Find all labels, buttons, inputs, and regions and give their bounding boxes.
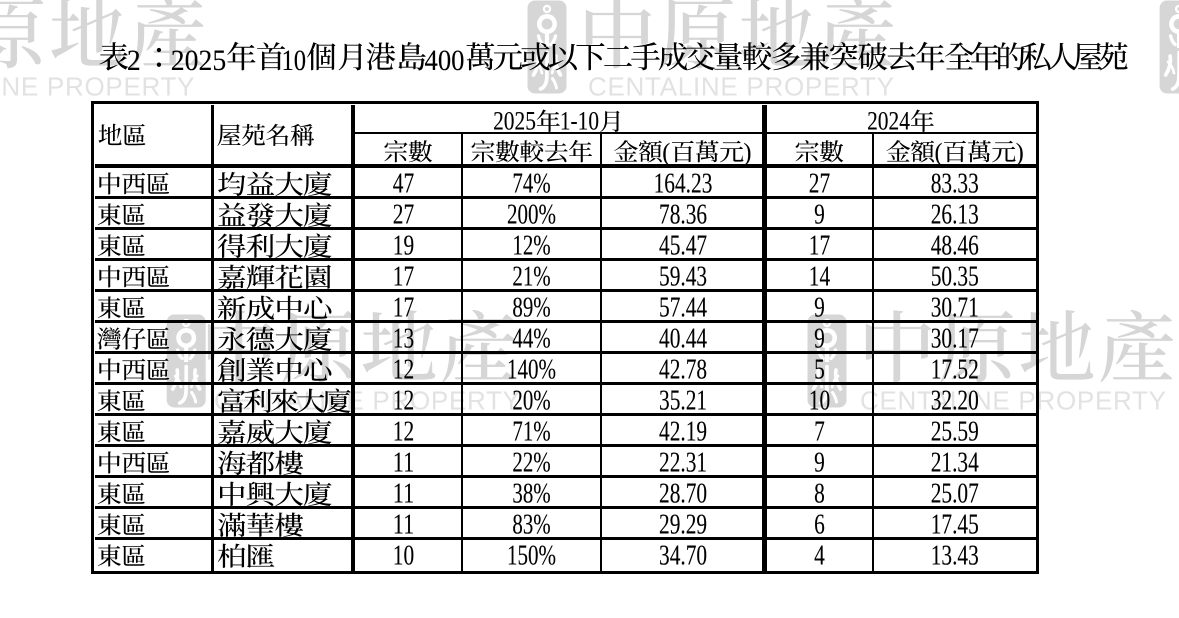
svg-text:200%: 200% [507, 199, 556, 230]
svg-text:13.43: 13.43 [931, 540, 979, 571]
svg-text:164.23: 164.23 [654, 168, 713, 199]
svg-text:30.17: 30.17 [931, 323, 979, 354]
svg-text:11: 11 [393, 447, 414, 478]
svg-text:59.43: 59.43 [659, 261, 707, 292]
svg-text:21%: 21% [512, 261, 550, 292]
svg-text:83.33: 83.33 [931, 168, 979, 199]
svg-text:10: 10 [809, 385, 830, 416]
svg-text:42.78: 42.78 [659, 354, 707, 385]
svg-text:1-10: 1-10 [560, 106, 599, 135]
svg-text:22.31: 22.31 [659, 447, 707, 478]
svg-text:2025: 2025 [171, 45, 226, 77]
svg-text:89%: 89% [512, 292, 550, 323]
svg-text:7: 7 [814, 416, 825, 447]
svg-text:47: 47 [393, 168, 414, 199]
svg-text:44%: 44% [512, 323, 550, 354]
svg-text:9: 9 [814, 323, 825, 354]
svg-text:4: 4 [814, 540, 825, 571]
svg-text:32.20: 32.20 [931, 385, 979, 416]
svg-text:71%: 71% [512, 416, 550, 447]
svg-text:26.13: 26.13 [931, 199, 979, 230]
svg-text:9: 9 [814, 292, 825, 323]
svg-text:11: 11 [393, 509, 414, 540]
svg-text:17.45: 17.45 [931, 509, 979, 540]
svg-text:2: 2 [127, 45, 141, 77]
svg-text:25.59: 25.59 [931, 416, 979, 447]
svg-text:6: 6 [814, 509, 825, 540]
svg-text:28.70: 28.70 [659, 478, 707, 509]
svg-text:10: 10 [393, 540, 414, 571]
svg-text:400: 400 [425, 45, 465, 77]
svg-text:78.36: 78.36 [659, 199, 707, 230]
svg-text:17.52: 17.52 [931, 354, 979, 385]
svg-text:17: 17 [393, 292, 414, 323]
svg-text:12%: 12% [512, 230, 550, 261]
svg-text:12: 12 [393, 416, 414, 447]
svg-text:9: 9 [814, 447, 825, 478]
svg-text:40.44: 40.44 [659, 323, 707, 354]
svg-text:(: ( [662, 139, 670, 166]
svg-text:19: 19 [393, 230, 414, 261]
svg-text:83%: 83% [512, 509, 550, 540]
svg-text:21.34: 21.34 [931, 447, 979, 478]
svg-text:17: 17 [809, 230, 830, 261]
svg-text:12: 12 [393, 385, 414, 416]
svg-text:35.21: 35.21 [659, 385, 707, 416]
svg-text:140%: 140% [507, 354, 556, 385]
svg-text:): ) [1016, 139, 1024, 166]
svg-text:2024: 2024 [867, 106, 910, 135]
svg-text:27: 27 [809, 168, 830, 199]
svg-text:14: 14 [809, 261, 830, 292]
svg-text:150%: 150% [507, 540, 556, 571]
svg-text:CENTALINE PROPERTY: CENTALINE PROPERTY [588, 72, 894, 102]
svg-text:10: 10 [282, 45, 307, 77]
svg-text:CENTALINE PROPERTY: CENTALINE PROPERTY [0, 72, 195, 102]
svg-text:27: 27 [393, 199, 414, 230]
svg-text:9: 9 [814, 199, 825, 230]
svg-text:50.35: 50.35 [931, 261, 979, 292]
svg-text:5: 5 [814, 354, 825, 385]
svg-text:45.47: 45.47 [659, 230, 707, 261]
svg-text:2025: 2025 [493, 106, 536, 135]
svg-text:11: 11 [393, 478, 414, 509]
svg-text:12: 12 [393, 354, 414, 385]
svg-text:57.44: 57.44 [659, 292, 707, 323]
svg-text:22%: 22% [512, 447, 550, 478]
svg-text:74%: 74% [512, 168, 550, 199]
svg-text:48.46: 48.46 [931, 230, 979, 261]
svg-text:CENTALINE PROPERTY: CENTALINE PROPERTY [860, 386, 1166, 416]
svg-text:38%: 38% [512, 478, 550, 509]
svg-text:25.07: 25.07 [931, 478, 979, 509]
svg-text:8: 8 [814, 478, 825, 509]
svg-text:34.70: 34.70 [659, 540, 707, 571]
svg-text:42.19: 42.19 [659, 416, 707, 447]
svg-text:29.29: 29.29 [659, 509, 707, 540]
svg-text:13: 13 [393, 323, 414, 354]
svg-text:17: 17 [393, 261, 414, 292]
svg-text:(: ( [935, 139, 943, 166]
svg-text:): ) [744, 139, 752, 166]
svg-text:30.71: 30.71 [931, 292, 979, 323]
svg-text:20%: 20% [512, 385, 550, 416]
